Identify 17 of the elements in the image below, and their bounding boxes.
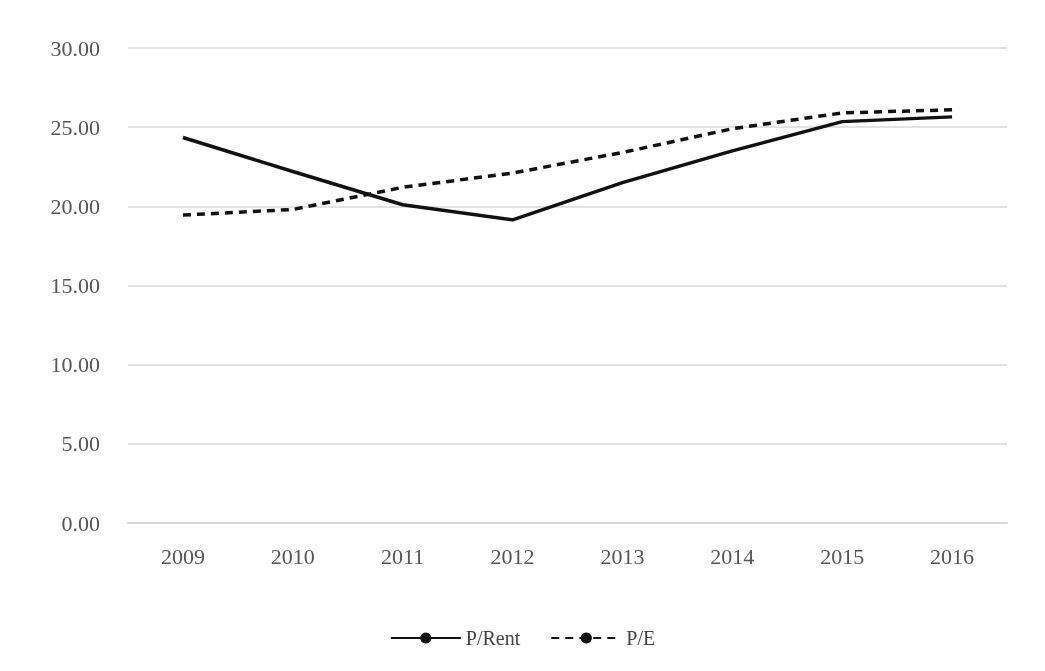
x-tick-label: 2016 bbox=[930, 543, 975, 569]
x-tick-label: 2010 bbox=[270, 543, 315, 569]
x-tick-label: 2015 bbox=[820, 543, 865, 569]
y-tick-label: 15.00 bbox=[50, 273, 100, 298]
y-tick-label: 5.00 bbox=[61, 431, 100, 457]
y-tick-label: 30.00 bbox=[50, 35, 100, 61]
legend-label: P/Rent bbox=[465, 627, 521, 649]
x-tick-label: 2013 bbox=[600, 543, 645, 569]
y-tick-label: 0.00 bbox=[61, 510, 100, 536]
y-tick-label: 25.00 bbox=[50, 114, 100, 140]
x-tick-label: 2009 bbox=[160, 543, 205, 569]
y-tick-label: 10.00 bbox=[50, 352, 100, 378]
x-tick-label: 2011 bbox=[381, 543, 425, 569]
x-tick-label: 2014 bbox=[710, 543, 755, 569]
y-tick-label: 20.00 bbox=[50, 193, 100, 219]
legend-label: P/E bbox=[626, 627, 656, 649]
x-tick-label: 2012 bbox=[490, 543, 535, 569]
